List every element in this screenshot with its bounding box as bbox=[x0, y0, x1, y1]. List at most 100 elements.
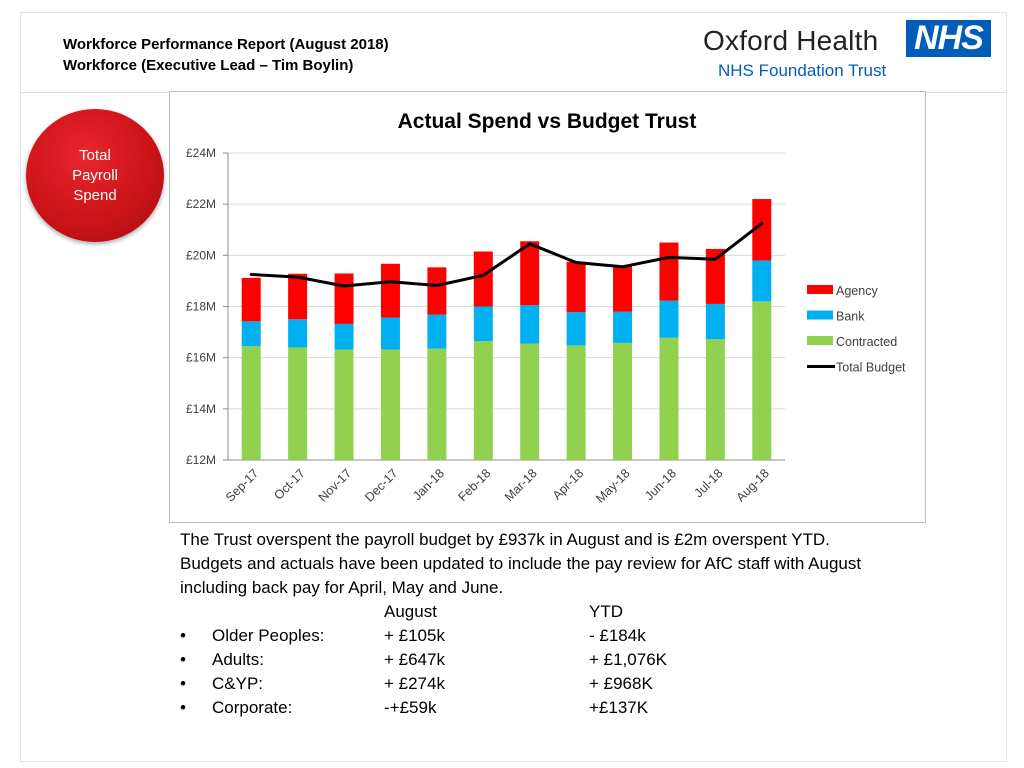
bar-bank bbox=[659, 300, 679, 338]
bar-bank bbox=[473, 306, 493, 342]
x-tick-label: May-18 bbox=[593, 466, 632, 505]
chart-title: Actual Spend vs Budget Trust bbox=[398, 110, 697, 133]
bullet: • bbox=[180, 650, 186, 669]
y-tick-label: £12M bbox=[186, 453, 216, 467]
commentary-line-3: including back pay for April, May and Ju… bbox=[180, 578, 504, 597]
row-label: Older Peoples: bbox=[212, 626, 325, 645]
y-tick-label: £20M bbox=[186, 248, 216, 262]
variance-table-header: August YTD bbox=[180, 600, 940, 624]
bar-agency bbox=[752, 199, 772, 261]
badge-line-2: Payroll bbox=[72, 167, 118, 184]
row-ytd-value: +£137K bbox=[589, 698, 649, 717]
bar-contracted bbox=[473, 341, 493, 460]
bar-bank bbox=[705, 303, 725, 340]
budget-line-series bbox=[249, 221, 764, 288]
bar-contracted bbox=[520, 343, 540, 460]
x-tick-label: Oct-17 bbox=[271, 466, 307, 502]
bar-contracted bbox=[613, 342, 633, 460]
column-header-ytd: YTD bbox=[589, 602, 623, 621]
column-header-august: August bbox=[384, 602, 437, 621]
bar-contracted bbox=[566, 345, 586, 460]
legend-label-total-budget: Total Budget bbox=[836, 361, 906, 375]
row-label: C&YP: bbox=[212, 674, 264, 693]
x-tick-label: Aug-18 bbox=[734, 466, 772, 504]
total-budget-line bbox=[249, 221, 764, 288]
bar-bank bbox=[241, 321, 261, 347]
spend-vs-budget-chart: Actual Spend vs Budget Trust £12M £14M £16… bbox=[186, 110, 906, 506]
report-title: Workforce Performance Report (August 201… bbox=[63, 34, 389, 76]
y-tick-label: £24M bbox=[186, 146, 216, 160]
bar-bank bbox=[334, 323, 354, 350]
x-tick-label: Dec-17 bbox=[362, 466, 400, 504]
bar-agency bbox=[288, 273, 308, 320]
variance-row: • Corporate: -+£59k +£137K bbox=[180, 696, 940, 720]
nhs-logo: NHS bbox=[906, 20, 991, 57]
slide-frame bbox=[20, 12, 1007, 762]
bar-agency bbox=[566, 261, 586, 313]
bar-contracted bbox=[334, 349, 354, 460]
logo-org-name: Oxford Health bbox=[703, 25, 879, 56]
gridlines bbox=[228, 152, 785, 461]
legend-swatch-contracted bbox=[807, 336, 833, 345]
badge-line-3: Spend bbox=[73, 187, 117, 204]
bar-contracted bbox=[380, 349, 400, 460]
bar-bank bbox=[380, 317, 400, 350]
x-tick-label: Jun-18 bbox=[642, 466, 679, 503]
bar-bank bbox=[288, 319, 308, 348]
bar-bank bbox=[427, 314, 447, 349]
badge-line-1: Total bbox=[79, 147, 111, 164]
bar-contracted bbox=[241, 346, 261, 460]
commentary: The Trust overspent the payroll budget b… bbox=[180, 528, 940, 720]
y-tick-label: £18M bbox=[186, 300, 216, 314]
bar-series bbox=[241, 199, 772, 460]
x-tick-label: Apr-18 bbox=[550, 466, 586, 502]
x-tick-label: Mar-18 bbox=[502, 466, 540, 504]
legend-label-agency: Agency bbox=[836, 284, 878, 298]
y-tick-label: £14M bbox=[186, 402, 216, 416]
row-label: Corporate: bbox=[212, 698, 293, 717]
x-axis-labels: Sep-17 Oct-17 Nov-17 Dec-17 Jan-18 Feb-18 Mar-… bbox=[223, 466, 772, 505]
row-ytd-value: - £184k bbox=[589, 626, 646, 645]
row-label: Adults: bbox=[212, 650, 264, 669]
section-badge: Total Payroll Spend bbox=[26, 109, 164, 242]
y-axis: £12M £14M £16M £18M £20M £22M £24M bbox=[186, 146, 229, 467]
bar-contracted bbox=[659, 337, 679, 460]
row-august-value: -+£59k bbox=[384, 698, 437, 717]
row-august-value: + £274k bbox=[384, 674, 445, 693]
chart-container: Actual Spend vs Budget Trust £12M £14M £16… bbox=[169, 91, 926, 523]
bar-agency bbox=[241, 277, 261, 322]
variance-row: • C&YP: + £274k + £968K bbox=[180, 672, 940, 696]
bar-bank bbox=[566, 312, 586, 346]
x-tick-label: Sep-17 bbox=[223, 466, 261, 504]
row-august-value: + £105k bbox=[384, 626, 445, 645]
bar-agency bbox=[334, 273, 354, 324]
bullet: • bbox=[180, 698, 186, 717]
variance-row: • Older Peoples: + £105k - £184k bbox=[180, 624, 940, 648]
bar-bank bbox=[613, 311, 633, 343]
commentary-line-2: Budgets and actuals have been updated to… bbox=[180, 554, 862, 573]
variance-row: • Adults: + £647k + £1,076K bbox=[180, 648, 940, 672]
legend-swatch-agency bbox=[807, 285, 833, 294]
x-tick-label: Feb-18 bbox=[456, 466, 494, 504]
commentary-line-1: The Trust overspent the payroll budget b… bbox=[180, 530, 830, 549]
x-tick-label: Jul-18 bbox=[692, 466, 726, 500]
bar-agency bbox=[520, 241, 540, 306]
bullet: • bbox=[180, 626, 186, 645]
bar-agency bbox=[473, 251, 493, 307]
bullet: • bbox=[180, 674, 186, 693]
bar-bank bbox=[520, 305, 540, 344]
y-tick-label: £22M bbox=[186, 197, 216, 211]
oxford-health-logo: Oxford Health NHS NHS Foundation Trust bbox=[703, 20, 993, 82]
legend: Agency Bank Contracted Total Budget bbox=[807, 284, 906, 375]
bar-agency bbox=[613, 265, 633, 312]
legend-label-bank: Bank bbox=[836, 310, 865, 324]
y-tick-label: £16M bbox=[186, 351, 216, 365]
bar-contracted bbox=[705, 339, 725, 460]
legend-swatch-bank bbox=[807, 310, 833, 320]
bar-agency bbox=[380, 263, 400, 318]
bar-bank bbox=[752, 260, 772, 302]
logo-trust-name: NHS Foundation Trust bbox=[718, 61, 887, 80]
x-tick-label: Nov-17 bbox=[316, 466, 354, 504]
bar-agency bbox=[659, 242, 679, 301]
bar-contracted bbox=[288, 347, 308, 460]
